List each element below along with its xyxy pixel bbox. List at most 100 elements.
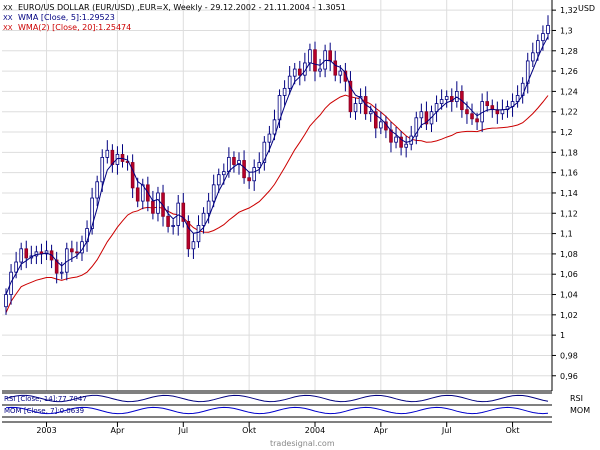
candle-body (298, 68, 302, 76)
candle-body (222, 171, 226, 176)
candle-body (232, 157, 236, 165)
sub-panel-label: RSI (570, 394, 583, 403)
candle-body (287, 75, 292, 89)
candle-body (328, 50, 332, 62)
wma20-path (5, 94, 549, 314)
candle-body (24, 248, 29, 259)
wma20-line (5, 94, 549, 314)
y-tick-label: 1,22 (560, 108, 578, 117)
sub-panel-label: MOM (570, 406, 590, 415)
candle-body (546, 24, 550, 34)
x-tick-label: 2003 (36, 426, 56, 435)
y-tick-label: 1,2 (560, 128, 573, 137)
candle-body (318, 68, 322, 72)
y-tick-label: 1,14 (560, 189, 578, 198)
legend-marker: XX (3, 4, 13, 12)
y-tick-label: 1,12 (560, 209, 578, 218)
candle-body (75, 251, 79, 254)
candle-body (389, 129, 393, 143)
candle-body (227, 157, 231, 173)
x-tick-label: Apr (374, 426, 389, 435)
candle-body (201, 212, 206, 226)
y-tick-label: 1,02 (560, 311, 578, 320)
legend-marker: XX (3, 14, 13, 22)
x-tick-label: 2004 (305, 426, 325, 435)
candle-body (59, 271, 64, 274)
candle-body (161, 192, 165, 217)
candle-body (353, 103, 358, 113)
candle-body (135, 187, 140, 202)
y-tick-label: 1,24 (560, 87, 578, 96)
y-tick-label: 1,3 (560, 26, 573, 35)
candle-body (485, 101, 490, 107)
x-axis: 2003 Apr Jul Okt 2004 Apr Jul Okt (2, 421, 552, 435)
candle-body (313, 49, 317, 72)
candle-body (181, 202, 186, 222)
candle-body (171, 225, 175, 227)
sub-panels: RSI [Close, 14]:77.7047 RSI MOM [Close, 7]… (2, 392, 590, 418)
candle-body (166, 215, 170, 227)
candle-body (44, 250, 49, 255)
candle-body (399, 136, 403, 148)
x-tick-label: Okt (506, 426, 520, 435)
candle-body (196, 225, 201, 243)
x-tick-label: Jul (177, 426, 188, 435)
candle-body (90, 197, 94, 229)
candle-body (70, 248, 74, 253)
candle-body (206, 200, 211, 214)
candle-body (95, 181, 99, 199)
candle-body (267, 133, 272, 143)
candle-body (237, 160, 241, 165)
candle-body (4, 294, 8, 308)
candle-body (282, 87, 287, 96)
y-tick-label: 1,06 (560, 270, 578, 279)
candle-body (14, 261, 18, 273)
candle-body (394, 136, 398, 143)
candle-body (292, 68, 297, 77)
candle-body (186, 220, 191, 250)
wma5-line (5, 36, 549, 295)
sub-panel-line (5, 394, 549, 403)
candle-body (54, 259, 59, 274)
candle-body (444, 96, 449, 100)
currency-label: USD (578, 4, 595, 13)
candle-body (262, 141, 267, 163)
candle-body (247, 177, 251, 182)
y-tick-label: 1,04 (560, 291, 578, 300)
candle-body (531, 52, 535, 62)
candle-body (100, 157, 105, 183)
candle-body (439, 99, 444, 104)
y-tick-label: 0,98 (560, 351, 578, 360)
candle-body (379, 121, 383, 129)
candle-body (308, 49, 312, 64)
y-axis: 1,32 1,3 1,28 1,26 1,24 1,22 1,2 1,18 1,16 1,14 1,… (2, 0, 578, 392)
candle-body (333, 60, 338, 76)
candle-body (211, 184, 216, 202)
y-tick-label: 1 (560, 331, 565, 340)
y-tick-label: 1,32 (560, 6, 578, 15)
y-tick-label: 1,26 (560, 67, 578, 76)
candle-body (475, 118, 479, 123)
candle-body (151, 200, 155, 214)
candle-body (449, 96, 454, 102)
candle-body (130, 162, 135, 189)
x-tick-label: Jul (441, 426, 452, 435)
candle-body (404, 143, 408, 148)
y-tick-label: 1,08 (560, 250, 578, 259)
candle-body (368, 111, 373, 115)
candle-body (424, 111, 429, 125)
candle-body (19, 248, 23, 263)
wma5-path (5, 36, 549, 295)
candle-body (257, 162, 262, 168)
candle-body (419, 111, 424, 119)
candle-body (373, 111, 378, 129)
legend-marker: XX (3, 24, 13, 32)
x-tick-label: Apr (111, 426, 126, 435)
candle-body (156, 192, 160, 214)
y-tick-label: 1,1 (560, 230, 573, 239)
candle-body (500, 109, 505, 115)
candle-body (338, 70, 343, 76)
candle-body (348, 80, 353, 113)
candle-body (272, 119, 277, 135)
